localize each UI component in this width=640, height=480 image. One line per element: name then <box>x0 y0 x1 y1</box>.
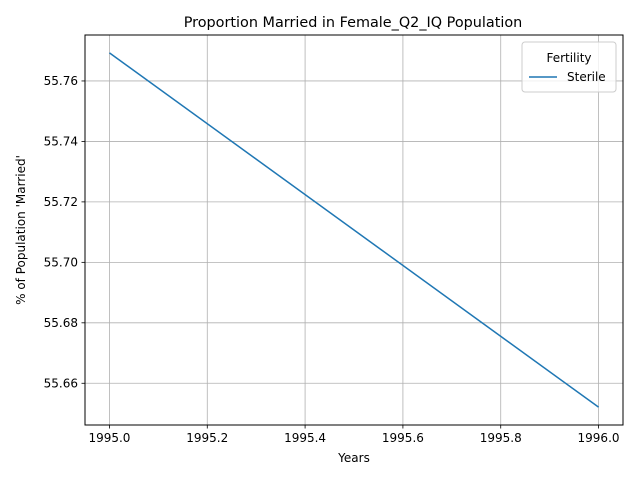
grid <box>85 35 623 425</box>
y-tick-label: 55.70 <box>44 255 78 269</box>
x-tick-label: 1995.2 <box>186 431 228 445</box>
x-tick-label: 1995.6 <box>382 431 424 445</box>
chart-title: Proportion Married in Female_Q2_IQ Popul… <box>184 15 523 31</box>
y-tick-label: 55.68 <box>44 316 78 330</box>
legend-title: Fertility <box>546 51 591 65</box>
x-axis: 1995.0 1995.2 1995.4 1995.6 1995.8 1996.0 <box>88 425 620 445</box>
x-axis-label: Years <box>337 451 370 465</box>
y-axis: 55.66 55.68 55.70 55.72 55.74 55.76 <box>44 74 85 390</box>
x-tick-label: 1996.0 <box>578 431 620 445</box>
y-tick-label: 55.76 <box>44 74 78 88</box>
x-tick-label: 1995.8 <box>480 431 522 445</box>
plot-frame <box>84 34 624 426</box>
legend-label-sterile: Sterile <box>567 70 606 84</box>
y-tick-label: 55.66 <box>44 376 78 390</box>
x-tick-label: 1995.0 <box>88 431 130 445</box>
y-tick-label: 55.74 <box>44 134 78 148</box>
y-axis-label: % of Population 'Married' <box>14 155 28 305</box>
y-tick-label: 55.72 <box>44 195 78 209</box>
legend: Fertility Sterile <box>521 41 617 93</box>
series-line-sterile <box>109 52 599 408</box>
legend-box <box>521 41 617 93</box>
x-tick-label: 1995.4 <box>284 431 326 445</box>
series-lines <box>109 52 599 408</box>
